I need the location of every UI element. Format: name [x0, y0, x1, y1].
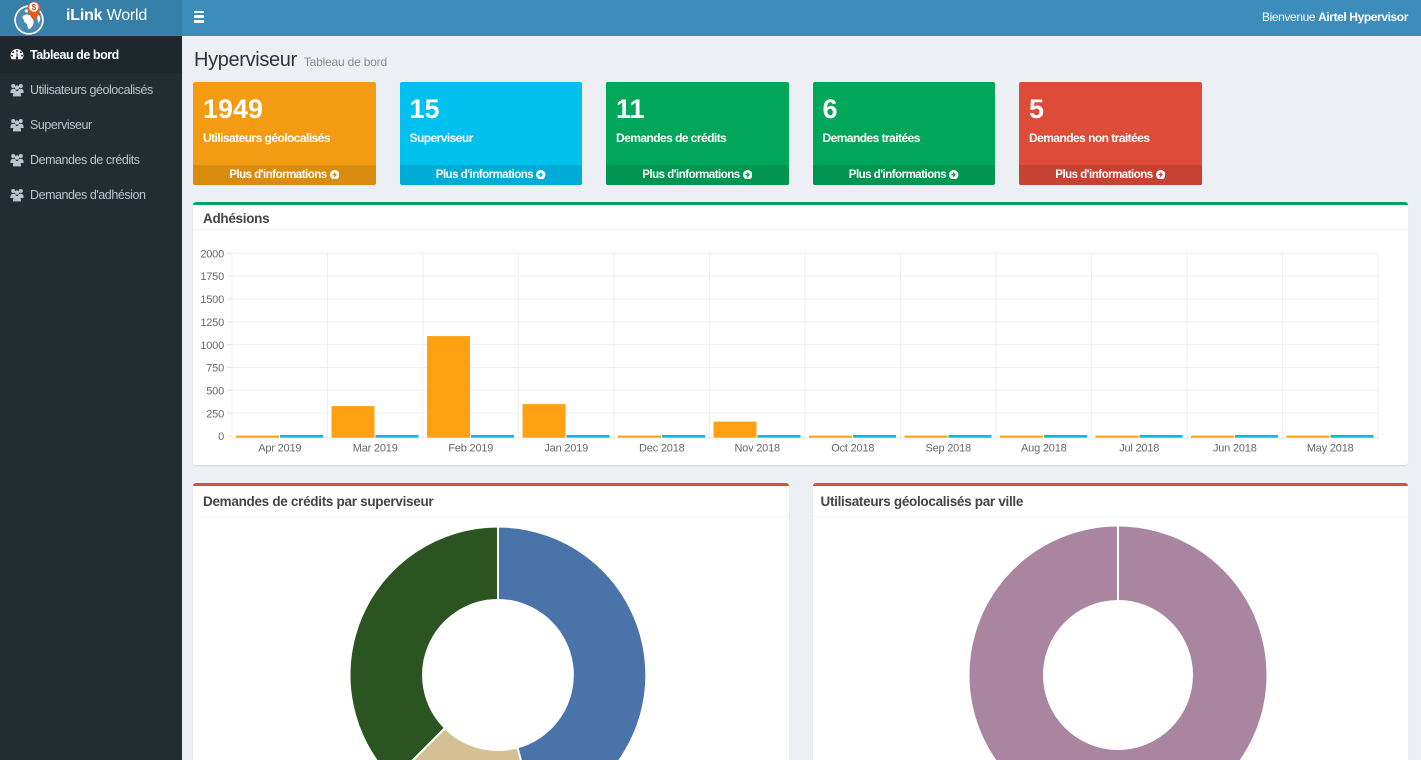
svg-text:1250: 1250: [200, 317, 224, 329]
svg-text:500: 500: [206, 386, 224, 398]
svg-text:$: $: [32, 3, 37, 12]
svg-text:Feb 2019: Feb 2019: [448, 443, 493, 455]
svg-text:Jul 2018: Jul 2018: [1119, 443, 1159, 455]
svg-text:Jun 2018: Jun 2018: [1213, 443, 1257, 455]
svg-text:Aug 2018: Aug 2018: [1021, 443, 1067, 455]
svg-text:Mar 2019: Mar 2019: [353, 443, 398, 455]
svg-text:250: 250: [206, 408, 224, 420]
svg-text:1750: 1750: [200, 271, 224, 283]
svg-text:Sep 2018: Sep 2018: [925, 443, 971, 455]
svg-text:750: 750: [206, 363, 224, 375]
svg-text:May 2018: May 2018: [1307, 443, 1354, 455]
svg-text:Jan 2019: Jan 2019: [544, 443, 588, 455]
svg-text:1000: 1000: [200, 340, 224, 352]
svg-text:1500: 1500: [200, 294, 224, 306]
svg-text:Oct 2018: Oct 2018: [831, 443, 874, 455]
svg-text:Dec 2018: Dec 2018: [639, 443, 685, 455]
svg-text:0: 0: [218, 431, 224, 443]
svg-text:Nov 2018: Nov 2018: [734, 443, 780, 455]
svg-text:Apr 2019: Apr 2019: [258, 443, 301, 455]
svg-text:2000: 2000: [200, 248, 224, 260]
